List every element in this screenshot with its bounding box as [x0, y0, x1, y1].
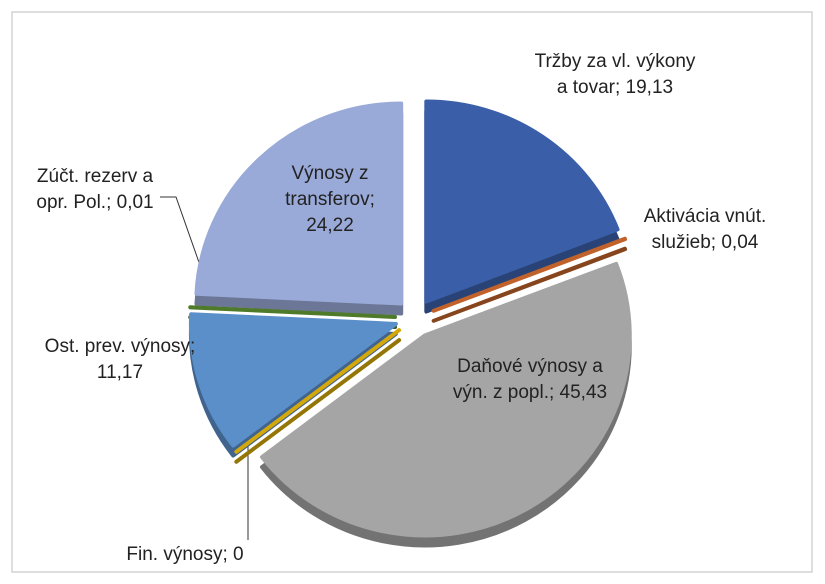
leader-line [160, 196, 209, 289]
slice [188, 305, 398, 320]
data-label: Tržby za vl. výkony a tovar; 19,13 [534, 51, 696, 98]
data-label: Výnosy z transferov; 24,22 [285, 163, 375, 236]
data-label: Ost. prev. výnosy; 11,17 [44, 336, 196, 383]
data-label: Fin. výnosy; 0 [126, 544, 244, 565]
pie [188, 99, 632, 548]
data-label: Aktivácia vnút. služieb; 0,04 [643, 206, 767, 253]
slice [188, 312, 398, 448]
slice-side [431, 246, 628, 323]
slice [431, 236, 628, 313]
data-label: Daňové výnosy a výn. z popl.; 45,43 [452, 356, 608, 403]
slice [234, 328, 402, 454]
data-label: Zúčt. rezerv a opr. Pol.; 0,01 [36, 166, 154, 213]
slice-side [234, 338, 402, 464]
slice [424, 99, 620, 304]
slice [194, 101, 404, 306]
slice [259, 261, 632, 538]
